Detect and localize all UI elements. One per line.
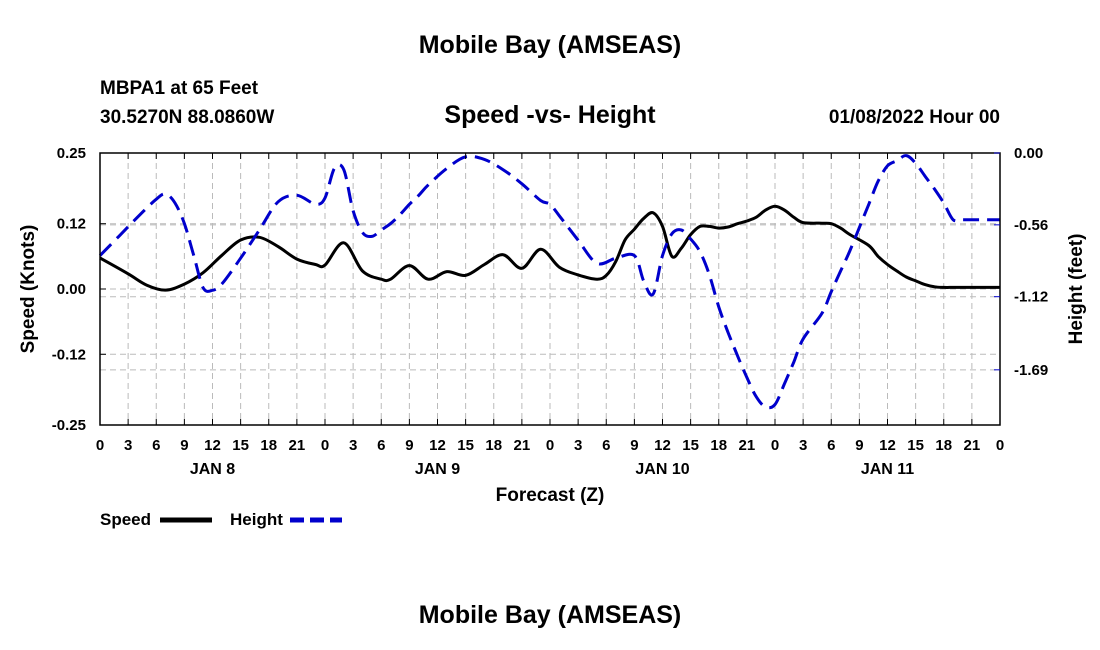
chart-main-title: Mobile Bay (AMSEAS) [418, 31, 682, 59]
x-tick-label: 6 [377, 437, 385, 454]
y-tick-label: 0.12 [57, 216, 86, 233]
legend-height-label: Height [230, 510, 283, 529]
x-tick-label: 21 [289, 437, 306, 454]
x-tick-label: 6 [827, 437, 835, 454]
x-tick-label: 0 [771, 437, 779, 454]
x-tick-label: 15 [682, 437, 699, 454]
x-tick-label: 0 [96, 437, 104, 454]
day-label: JAN 8 [190, 461, 235, 478]
x-tick-label: 9 [855, 437, 863, 454]
chart-subtitle: Speed -vs- Height [444, 101, 656, 129]
x-tick-label: 6 [152, 437, 160, 454]
footer-title: Mobile Bay (AMSEAS) [418, 601, 682, 629]
y-tick-label: -0.25 [52, 417, 86, 434]
x-tick-label: 0 [321, 437, 329, 454]
x-tick-label: 21 [964, 437, 981, 454]
forecast-run-time: 01/08/2022 Hour 00 [828, 107, 1000, 128]
x-axis-label: Forecast (Z) [496, 485, 605, 506]
x-tick-label: 3 [799, 437, 807, 454]
x-tick-label: 3 [574, 437, 582, 454]
x-tick-label: 21 [739, 437, 756, 454]
x-tick-label: 18 [935, 437, 952, 454]
x-tick-label: 15 [907, 437, 924, 454]
day-label: JAN 10 [635, 461, 689, 478]
x-tick-label: 9 [405, 437, 413, 454]
x-tick-label: 3 [349, 437, 357, 454]
y2-tick-label: -1.69 [1014, 362, 1048, 379]
y2-tick-label: 0.00 [1014, 145, 1043, 162]
station-label: MBPA1 at 65 Feet [100, 78, 259, 99]
y2-axis-label: Height (feet) [1066, 234, 1087, 345]
x-tick-label: 18 [710, 437, 727, 454]
axes: 0 3 6 9 12 15 18 21 0 3 6 9 12 15 18 21 0 3 6 9 12 15 18 21 0 3 6 9… [52, 145, 1048, 478]
x-tick-label: 0 [546, 437, 554, 454]
y-tick-label: 0.00 [57, 281, 86, 298]
x-tick-label: 21 [514, 437, 531, 454]
x-tick-label: 15 [232, 437, 249, 454]
grid-lines [100, 153, 1000, 425]
data-series [98, 154, 1000, 410]
x-tick-label: 18 [260, 437, 277, 454]
x-tick-label: 3 [124, 437, 132, 454]
x-tick-label: 15 [457, 437, 474, 454]
y2-tick-label: -0.56 [1014, 217, 1048, 234]
x-tick-label: 9 [180, 437, 188, 454]
height-series-line [98, 154, 1000, 410]
speed-series-line [99, 204, 1000, 292]
legend: Speed Height [100, 510, 342, 529]
legend-speed-label: Speed [100, 510, 151, 529]
x-tick-label: 12 [654, 437, 671, 454]
station-coordinates: 30.5270N 88.0860W [100, 107, 275, 128]
x-tick-label: 18 [485, 437, 502, 454]
x-tick-label: 6 [602, 437, 610, 454]
y-tick-label: -0.12 [52, 346, 86, 363]
x-tick-label: 9 [630, 437, 638, 454]
day-label: JAN 11 [861, 461, 914, 478]
x-tick-label: 0 [996, 437, 1004, 454]
y-axis-label: Speed (Knots) [18, 225, 39, 354]
x-tick-label: 12 [204, 437, 221, 454]
x-tick-label: 12 [429, 437, 446, 454]
y2-tick-label: -1.12 [1014, 289, 1048, 306]
x-tick-label: 12 [879, 437, 896, 454]
day-label: JAN 9 [415, 461, 460, 478]
y-tick-label: 0.25 [57, 145, 86, 162]
